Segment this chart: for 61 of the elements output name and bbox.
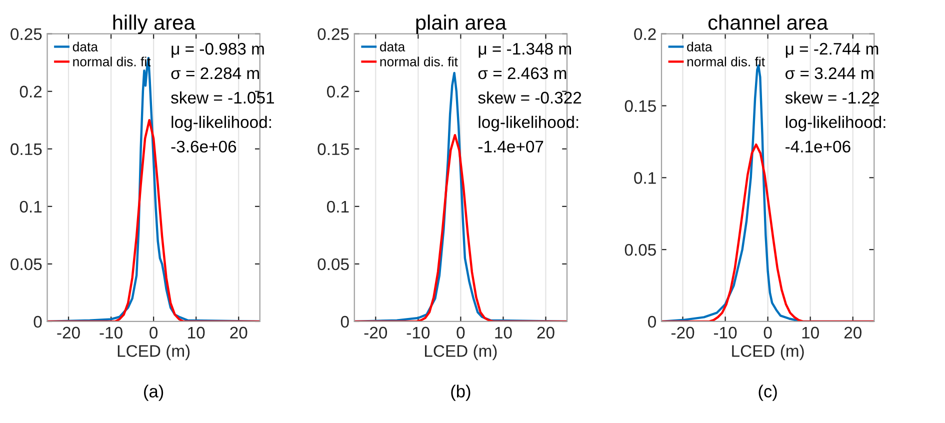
annotation: -4.1e+06	[786, 140, 850, 153]
y-tick-label: 0.05	[624, 244, 656, 256]
chart-title: plain area	[416, 14, 506, 34]
chart-title: channel area	[708, 14, 828, 30]
annotation: skew = -1.22	[785, 91, 879, 104]
annotation: -1.4e+07	[478, 140, 544, 153]
legend-label: data	[380, 42, 406, 52]
x-tick-label: 10	[188, 326, 205, 339]
y-tick-label: 0.15	[624, 100, 656, 112]
x-tick-label: -10	[100, 326, 122, 339]
annotation: skew = -0.322	[478, 91, 582, 104]
legend-label: data	[687, 42, 712, 52]
legend-label: normal dis. fit	[687, 56, 765, 66]
annotation: σ = 3.244 m	[786, 67, 874, 80]
x-axis-title: LCED (m)	[732, 344, 804, 360]
y-tick-label: 0.1	[634, 172, 656, 184]
y-tick-label: 0.25	[10, 28, 42, 40]
y-tick-label: 0.2	[20, 86, 42, 98]
x-tick-label: 10	[802, 326, 819, 339]
x-tick-label: -20	[57, 326, 80, 339]
x-tick-label: 0	[764, 326, 772, 339]
y-tick-label: 0	[648, 316, 656, 328]
annotation: σ = 2.284 m	[171, 67, 259, 80]
x-tick-label: -20	[671, 326, 694, 339]
annotation: log-likelihood:	[786, 116, 886, 132]
y-tick-label: 0.1	[20, 200, 42, 213]
x-tick-label: 20	[230, 326, 248, 339]
annotation: σ = 2.463 m	[478, 67, 566, 80]
annotation: μ = -2.744 m	[786, 42, 878, 58]
annotation: μ = -1.348 m	[478, 42, 571, 58]
y-tick-label: 0.15	[10, 143, 42, 156]
y-tick-label: 0	[340, 316, 349, 328]
annotation: -3.6e+06	[171, 140, 236, 153]
y-tick-label: 0.1	[327, 200, 349, 213]
legend-label: normal dis. fit	[380, 56, 458, 66]
annotation: log-likelihood:	[478, 116, 578, 132]
x-tick-label: 20	[844, 326, 862, 339]
x-tick-label: -10	[406, 326, 430, 339]
annotation: μ = -0.983 m	[172, 42, 264, 58]
x-tick-label: -20	[364, 326, 388, 339]
annotation: log-likelihood:	[172, 116, 271, 132]
y-tick-label: 0.25	[318, 28, 349, 40]
annotation: skew = -1.051	[171, 91, 274, 104]
y-tick-label: 0.05	[318, 258, 349, 270]
x-tick-label: 10	[495, 326, 512, 339]
y-tick-label: 0	[34, 316, 42, 328]
text: (b)	[451, 384, 470, 401]
y-tick-label: 0.2	[634, 28, 656, 40]
chart-title: hilly area	[113, 14, 196, 34]
y-tick-label: 0.15	[318, 143, 349, 156]
text: (c)	[758, 384, 777, 401]
x-axis-title: LCED (m)	[425, 344, 497, 360]
text: (a)	[144, 384, 164, 401]
x-tick-label: 0	[150, 326, 158, 339]
x-axis-title: LCED (m)	[118, 344, 190, 360]
x-tick-label: 0	[456, 326, 465, 339]
y-tick-label: 0.05	[10, 258, 42, 270]
x-tick-label: 20	[537, 326, 554, 339]
legend-label: data	[72, 42, 98, 52]
x-tick-label: -10	[714, 326, 737, 339]
y-tick-label: 0.2	[327, 86, 349, 98]
